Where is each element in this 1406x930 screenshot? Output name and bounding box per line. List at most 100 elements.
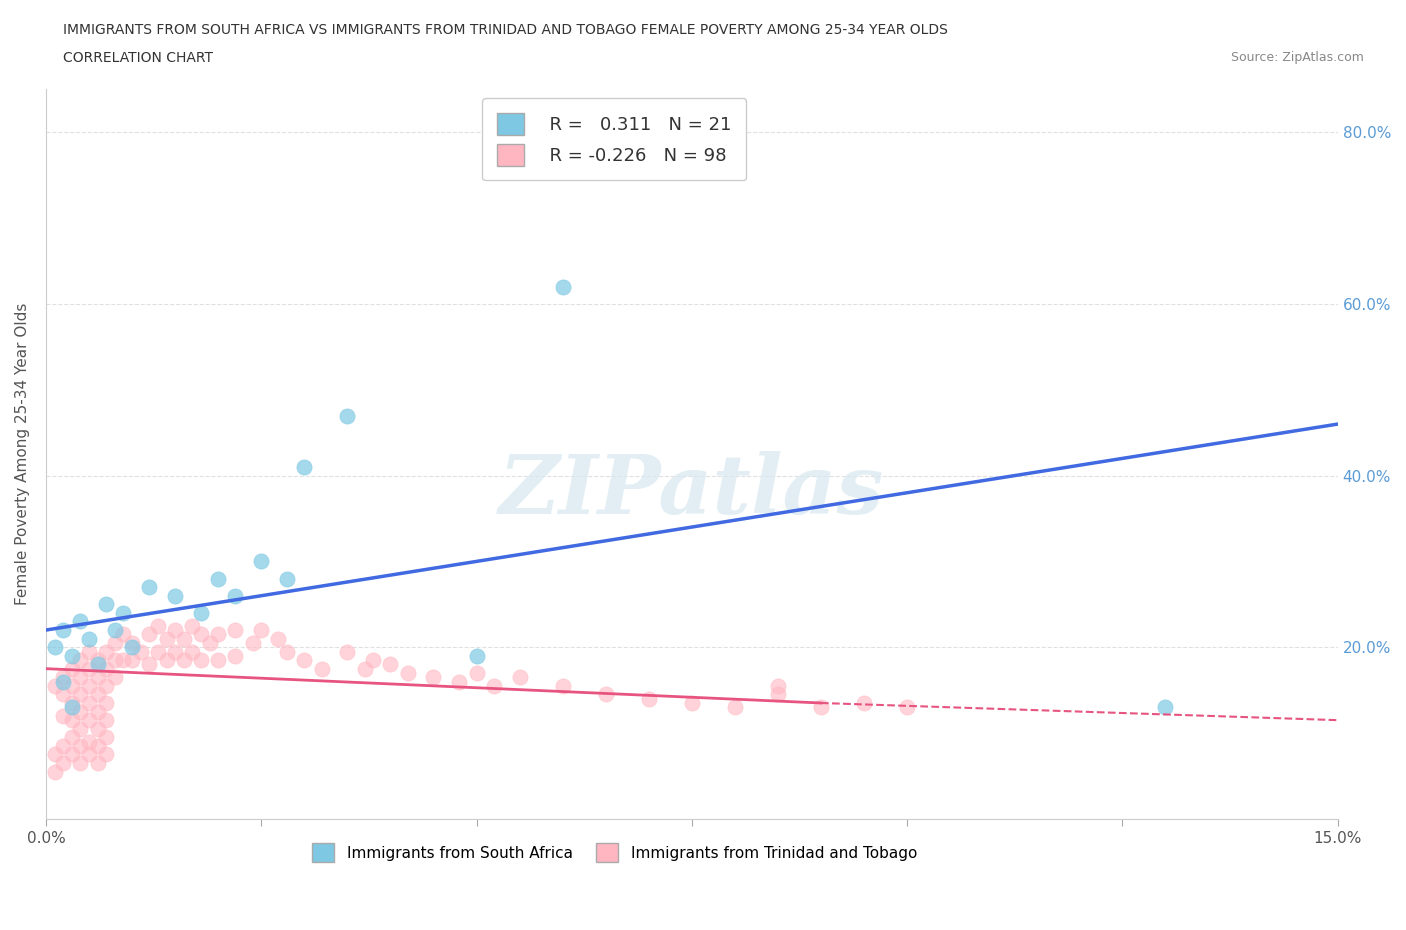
Point (104, 670, 127, 684)
Point (190, 605, 212, 620)
Point (207, 653, 229, 668)
Point (96, 597, 118, 612)
Point (138, 657, 160, 671)
Point (77, 678, 100, 693)
Legend: Immigrants from South Africa, Immigrants from Trinidad and Tobago: Immigrants from South Africa, Immigrants… (304, 836, 925, 870)
Point (173, 631, 195, 646)
Text: Source: ZipAtlas.com: Source: ZipAtlas.com (1230, 51, 1364, 64)
Point (44, 678, 66, 693)
Point (86, 756, 108, 771)
Point (138, 579, 160, 594)
Point (60, 712, 83, 727)
Point (146, 618, 169, 633)
Point (52, 670, 75, 684)
Point (129, 644, 152, 659)
Point (52, 738, 75, 753)
Point (292, 459, 315, 474)
Point (896, 700, 918, 715)
Point (681, 696, 703, 711)
Point (853, 696, 876, 711)
Y-axis label: Female Poverty Among 25-34 Year Olds: Female Poverty Among 25-34 Year Olds (15, 303, 30, 605)
Point (165, 589, 187, 604)
Point (69, 722, 91, 737)
Point (69, 738, 91, 753)
Point (86, 738, 108, 753)
Point (146, 644, 169, 659)
Point (104, 622, 127, 637)
Point (465, 648, 488, 663)
Point (96, 661, 118, 676)
Point (52, 687, 75, 702)
Point (69, 687, 91, 702)
Point (121, 653, 143, 668)
Point (69, 653, 91, 668)
Point (595, 687, 617, 702)
Point (396, 666, 419, 681)
Point (353, 661, 375, 676)
Text: CORRELATION CHART: CORRELATION CHART (63, 51, 214, 65)
Point (86, 657, 108, 671)
Point (60, 730, 83, 745)
Point (112, 653, 135, 668)
Point (138, 627, 160, 642)
Point (52, 756, 75, 771)
Point (276, 644, 298, 659)
Point (60, 696, 83, 711)
Point (165, 644, 187, 659)
Point (77, 661, 100, 676)
Point (60, 648, 83, 663)
Point (165, 622, 187, 637)
Point (224, 589, 246, 604)
Point (77, 712, 100, 727)
Point (86, 653, 108, 668)
Point (155, 653, 177, 668)
Point (190, 653, 212, 668)
Point (69, 704, 91, 719)
Point (86, 704, 108, 719)
Point (44, 640, 66, 655)
Point (77, 696, 100, 711)
Point (810, 700, 832, 715)
Point (77, 644, 100, 659)
Point (60, 661, 83, 676)
Point (104, 653, 127, 668)
Point (77, 747, 100, 762)
Point (86, 687, 108, 702)
Point (267, 631, 290, 646)
Point (190, 627, 212, 642)
Point (181, 618, 204, 633)
Point (121, 640, 143, 655)
Point (292, 653, 315, 668)
Point (121, 635, 143, 650)
Point (207, 571, 229, 586)
Point (86, 670, 108, 684)
Point (60, 747, 83, 762)
Point (482, 678, 505, 693)
Point (112, 627, 135, 642)
Point (96, 730, 118, 745)
Point (77, 734, 100, 749)
Point (112, 605, 135, 620)
Point (551, 678, 574, 693)
Point (96, 678, 118, 693)
Point (44, 764, 66, 779)
Point (52, 709, 75, 724)
Point (86, 722, 108, 737)
Point (77, 631, 100, 646)
Point (198, 635, 221, 650)
Point (60, 700, 83, 715)
Point (637, 691, 659, 706)
Point (69, 614, 91, 629)
Point (96, 644, 118, 659)
Point (422, 670, 444, 684)
Point (181, 644, 204, 659)
Point (155, 631, 177, 646)
Point (766, 687, 789, 702)
Point (69, 670, 91, 684)
Point (551, 279, 574, 294)
Point (724, 700, 747, 715)
Point (44, 747, 66, 762)
Point (250, 622, 273, 637)
Point (449, 674, 471, 689)
Point (60, 678, 83, 693)
